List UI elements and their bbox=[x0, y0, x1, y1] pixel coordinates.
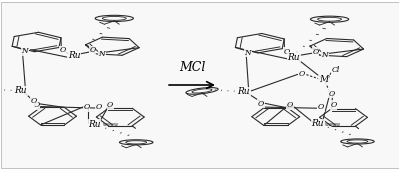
FancyBboxPatch shape bbox=[1, 2, 399, 168]
Text: O: O bbox=[107, 101, 114, 109]
Text: O: O bbox=[298, 70, 305, 78]
Text: Cl: Cl bbox=[331, 66, 340, 74]
Text: O: O bbox=[328, 90, 335, 98]
Text: O: O bbox=[318, 103, 324, 111]
Text: N: N bbox=[322, 51, 328, 59]
Text: O: O bbox=[318, 103, 324, 111]
Text: O: O bbox=[89, 46, 96, 54]
Text: O: O bbox=[258, 100, 264, 108]
Text: O: O bbox=[283, 48, 290, 56]
Text: O: O bbox=[286, 101, 293, 109]
Text: wwww: wwww bbox=[325, 122, 341, 127]
Text: Ru: Ru bbox=[311, 119, 324, 128]
Text: MCl: MCl bbox=[179, 61, 205, 74]
Text: O: O bbox=[312, 48, 319, 56]
Text: O: O bbox=[83, 103, 90, 111]
Text: Ru: Ru bbox=[288, 53, 300, 62]
Text: O: O bbox=[96, 103, 102, 111]
Text: O: O bbox=[330, 101, 337, 109]
Text: Ru: Ru bbox=[68, 51, 81, 60]
Text: Ru: Ru bbox=[88, 120, 101, 129]
Text: Ru: Ru bbox=[238, 87, 250, 96]
Text: O: O bbox=[34, 101, 40, 109]
Text: M: M bbox=[319, 75, 328, 84]
Text: Ru: Ru bbox=[14, 86, 27, 95]
Text: N: N bbox=[98, 50, 105, 58]
Text: N: N bbox=[21, 47, 28, 55]
Text: wwww: wwww bbox=[102, 122, 118, 128]
Text: O: O bbox=[31, 97, 37, 105]
Text: O: O bbox=[60, 46, 66, 54]
Text: N: N bbox=[244, 49, 251, 57]
